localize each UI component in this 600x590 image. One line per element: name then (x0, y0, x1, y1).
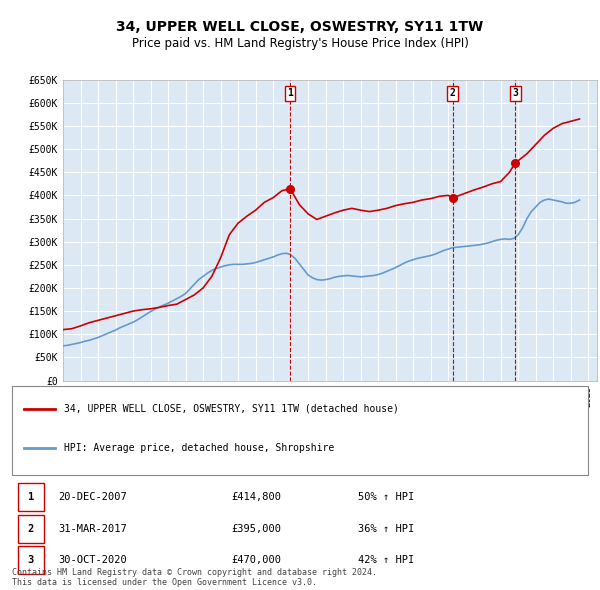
Text: 50% ↑ HPI: 50% ↑ HPI (358, 492, 414, 502)
Text: 20-DEC-2007: 20-DEC-2007 (58, 492, 127, 502)
Text: 2: 2 (28, 524, 34, 533)
Text: £470,000: £470,000 (231, 555, 281, 565)
Text: 34, UPPER WELL CLOSE, OSWESTRY, SY11 1TW (detached house): 34, UPPER WELL CLOSE, OSWESTRY, SY11 1TW… (64, 404, 399, 414)
FancyBboxPatch shape (18, 546, 44, 574)
Text: Price paid vs. HM Land Registry's House Price Index (HPI): Price paid vs. HM Land Registry's House … (131, 37, 469, 50)
FancyBboxPatch shape (12, 386, 588, 475)
Text: £395,000: £395,000 (231, 524, 281, 533)
Text: Contains HM Land Registry data © Crown copyright and database right 2024.
This d: Contains HM Land Registry data © Crown c… (12, 568, 377, 587)
Text: 1: 1 (287, 88, 293, 98)
Text: £414,800: £414,800 (231, 492, 281, 502)
FancyBboxPatch shape (18, 483, 44, 511)
Text: 3: 3 (28, 555, 34, 565)
Text: 30-OCT-2020: 30-OCT-2020 (58, 555, 127, 565)
FancyBboxPatch shape (18, 514, 44, 543)
Text: 1: 1 (28, 492, 34, 502)
Text: 34, UPPER WELL CLOSE, OSWESTRY, SY11 1TW: 34, UPPER WELL CLOSE, OSWESTRY, SY11 1TW (116, 19, 484, 34)
Text: 36% ↑ HPI: 36% ↑ HPI (358, 524, 414, 533)
Text: HPI: Average price, detached house, Shropshire: HPI: Average price, detached house, Shro… (64, 444, 334, 453)
Text: 2: 2 (449, 88, 455, 98)
Text: 42% ↑ HPI: 42% ↑ HPI (358, 555, 414, 565)
Text: 31-MAR-2017: 31-MAR-2017 (58, 524, 127, 533)
Text: 3: 3 (512, 88, 518, 98)
